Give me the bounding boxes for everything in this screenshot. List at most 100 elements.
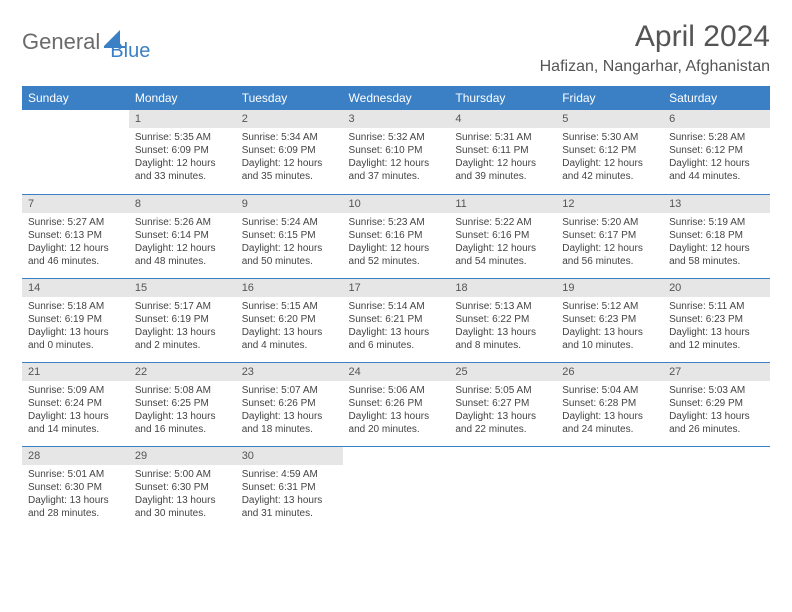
calendar-day-cell: 28Sunrise: 5:01 AMSunset: 6:30 PMDayligh… bbox=[22, 446, 129, 530]
weekday-header: Thursday bbox=[449, 86, 556, 110]
calendar-day-cell: 7Sunrise: 5:27 AMSunset: 6:13 PMDaylight… bbox=[22, 194, 129, 278]
day-data: Sunrise: 5:01 AMSunset: 6:30 PMDaylight:… bbox=[22, 465, 129, 524]
calendar-day-cell: 11Sunrise: 5:22 AMSunset: 6:16 PMDayligh… bbox=[449, 194, 556, 278]
calendar-day-cell: 8Sunrise: 5:26 AMSunset: 6:14 PMDaylight… bbox=[129, 194, 236, 278]
day-number: 6 bbox=[663, 110, 770, 128]
day-number: 13 bbox=[663, 195, 770, 213]
day-number: 14 bbox=[22, 279, 129, 297]
calendar-week-row: 1Sunrise: 5:35 AMSunset: 6:09 PMDaylight… bbox=[22, 110, 770, 194]
day-data: Sunrise: 5:12 AMSunset: 6:23 PMDaylight:… bbox=[556, 297, 663, 356]
calendar-day-cell: 16Sunrise: 5:15 AMSunset: 6:20 PMDayligh… bbox=[236, 278, 343, 362]
day-data: Sunrise: 5:31 AMSunset: 6:11 PMDaylight:… bbox=[449, 128, 556, 187]
calendar-day-cell: 5Sunrise: 5:30 AMSunset: 6:12 PMDaylight… bbox=[556, 110, 663, 194]
day-data: Sunrise: 5:30 AMSunset: 6:12 PMDaylight:… bbox=[556, 128, 663, 187]
logo-text-blue: Blue bbox=[110, 40, 150, 63]
day-data: Sunrise: 5:05 AMSunset: 6:27 PMDaylight:… bbox=[449, 381, 556, 440]
day-data: Sunrise: 5:20 AMSunset: 6:17 PMDaylight:… bbox=[556, 213, 663, 272]
calendar-day-cell: 17Sunrise: 5:14 AMSunset: 6:21 PMDayligh… bbox=[343, 278, 450, 362]
day-data: Sunrise: 5:03 AMSunset: 6:29 PMDaylight:… bbox=[663, 381, 770, 440]
day-number: 17 bbox=[343, 279, 450, 297]
day-number: 4 bbox=[449, 110, 556, 128]
calendar-day-cell: 18Sunrise: 5:13 AMSunset: 6:22 PMDayligh… bbox=[449, 278, 556, 362]
calendar-day-cell: 19Sunrise: 5:12 AMSunset: 6:23 PMDayligh… bbox=[556, 278, 663, 362]
day-number: 11 bbox=[449, 195, 556, 213]
day-number: 29 bbox=[129, 447, 236, 465]
day-data: Sunrise: 5:26 AMSunset: 6:14 PMDaylight:… bbox=[129, 213, 236, 272]
day-data: Sunrise: 5:00 AMSunset: 6:30 PMDaylight:… bbox=[129, 465, 236, 524]
day-number: 12 bbox=[556, 195, 663, 213]
day-data: Sunrise: 5:19 AMSunset: 6:18 PMDaylight:… bbox=[663, 213, 770, 272]
weekday-header: Sunday bbox=[22, 86, 129, 110]
day-data: Sunrise: 5:18 AMSunset: 6:19 PMDaylight:… bbox=[22, 297, 129, 356]
calendar-day-cell: 25Sunrise: 5:05 AMSunset: 6:27 PMDayligh… bbox=[449, 362, 556, 446]
weekday-header: Monday bbox=[129, 86, 236, 110]
calendar-day-cell: 9Sunrise: 5:24 AMSunset: 6:15 PMDaylight… bbox=[236, 194, 343, 278]
weekday-header: Friday bbox=[556, 86, 663, 110]
calendar-day-cell: 3Sunrise: 5:32 AMSunset: 6:10 PMDaylight… bbox=[343, 110, 450, 194]
calendar-day-cell: 26Sunrise: 5:04 AMSunset: 6:28 PMDayligh… bbox=[556, 362, 663, 446]
weekday-header: Saturday bbox=[663, 86, 770, 110]
day-number: 25 bbox=[449, 363, 556, 381]
day-number: 2 bbox=[236, 110, 343, 128]
day-data: Sunrise: 5:24 AMSunset: 6:15 PMDaylight:… bbox=[236, 213, 343, 272]
day-data: Sunrise: 5:06 AMSunset: 6:26 PMDaylight:… bbox=[343, 381, 450, 440]
calendar-day-cell: 10Sunrise: 5:23 AMSunset: 6:16 PMDayligh… bbox=[343, 194, 450, 278]
calendar-day-cell: 30Sunrise: 4:59 AMSunset: 6:31 PMDayligh… bbox=[236, 446, 343, 530]
title-block: April 2024 Hafizan, Nangarhar, Afghanist… bbox=[540, 20, 770, 76]
day-data: Sunrise: 5:15 AMSunset: 6:20 PMDaylight:… bbox=[236, 297, 343, 356]
logo-text-general: General bbox=[22, 29, 100, 55]
day-data: Sunrise: 5:04 AMSunset: 6:28 PMDaylight:… bbox=[556, 381, 663, 440]
day-number: 21 bbox=[22, 363, 129, 381]
day-data: Sunrise: 5:35 AMSunset: 6:09 PMDaylight:… bbox=[129, 128, 236, 187]
day-data: Sunrise: 5:23 AMSunset: 6:16 PMDaylight:… bbox=[343, 213, 450, 272]
day-number: 28 bbox=[22, 447, 129, 465]
calendar-week-row: 7Sunrise: 5:27 AMSunset: 6:13 PMDaylight… bbox=[22, 194, 770, 278]
weekday-header: Tuesday bbox=[236, 86, 343, 110]
day-number: 1 bbox=[129, 110, 236, 128]
calendar-week-row: 14Sunrise: 5:18 AMSunset: 6:19 PMDayligh… bbox=[22, 278, 770, 362]
calendar-day-cell: 22Sunrise: 5:08 AMSunset: 6:25 PMDayligh… bbox=[129, 362, 236, 446]
calendar-day-cell bbox=[556, 446, 663, 530]
day-data: Sunrise: 5:34 AMSunset: 6:09 PMDaylight:… bbox=[236, 128, 343, 187]
day-data: Sunrise: 5:08 AMSunset: 6:25 PMDaylight:… bbox=[129, 381, 236, 440]
month-title: April 2024 bbox=[540, 20, 770, 54]
day-data: Sunrise: 5:32 AMSunset: 6:10 PMDaylight:… bbox=[343, 128, 450, 187]
day-number: 27 bbox=[663, 363, 770, 381]
day-number: 5 bbox=[556, 110, 663, 128]
calendar-day-cell bbox=[22, 110, 129, 194]
weekday-header: Wednesday bbox=[343, 86, 450, 110]
calendar-week-row: 21Sunrise: 5:09 AMSunset: 6:24 PMDayligh… bbox=[22, 362, 770, 446]
day-number: 16 bbox=[236, 279, 343, 297]
calendar-day-cell bbox=[343, 446, 450, 530]
day-number: 9 bbox=[236, 195, 343, 213]
day-number: 20 bbox=[663, 279, 770, 297]
calendar-day-cell: 23Sunrise: 5:07 AMSunset: 6:26 PMDayligh… bbox=[236, 362, 343, 446]
day-data: Sunrise: 5:28 AMSunset: 6:12 PMDaylight:… bbox=[663, 128, 770, 187]
calendar-day-cell: 15Sunrise: 5:17 AMSunset: 6:19 PMDayligh… bbox=[129, 278, 236, 362]
day-number: 23 bbox=[236, 363, 343, 381]
calendar-day-cell: 29Sunrise: 5:00 AMSunset: 6:30 PMDayligh… bbox=[129, 446, 236, 530]
calendar-day-cell: 20Sunrise: 5:11 AMSunset: 6:23 PMDayligh… bbox=[663, 278, 770, 362]
calendar-day-cell bbox=[449, 446, 556, 530]
day-number: 7 bbox=[22, 195, 129, 213]
day-number: 3 bbox=[343, 110, 450, 128]
day-data: Sunrise: 5:14 AMSunset: 6:21 PMDaylight:… bbox=[343, 297, 450, 356]
day-number: 15 bbox=[129, 279, 236, 297]
weekday-header-row: Sunday Monday Tuesday Wednesday Thursday… bbox=[22, 86, 770, 110]
day-number: 30 bbox=[236, 447, 343, 465]
calendar-day-cell bbox=[663, 446, 770, 530]
day-data: Sunrise: 5:11 AMSunset: 6:23 PMDaylight:… bbox=[663, 297, 770, 356]
day-data: Sunrise: 5:09 AMSunset: 6:24 PMDaylight:… bbox=[22, 381, 129, 440]
calendar-day-cell: 1Sunrise: 5:35 AMSunset: 6:09 PMDaylight… bbox=[129, 110, 236, 194]
day-data: Sunrise: 5:27 AMSunset: 6:13 PMDaylight:… bbox=[22, 213, 129, 272]
calendar-day-cell: 24Sunrise: 5:06 AMSunset: 6:26 PMDayligh… bbox=[343, 362, 450, 446]
day-data: Sunrise: 5:17 AMSunset: 6:19 PMDaylight:… bbox=[129, 297, 236, 356]
location: Hafizan, Nangarhar, Afghanistan bbox=[540, 58, 770, 76]
logo: General Blue bbox=[22, 20, 150, 63]
calendar-week-row: 28Sunrise: 5:01 AMSunset: 6:30 PMDayligh… bbox=[22, 446, 770, 530]
day-data: Sunrise: 5:22 AMSunset: 6:16 PMDaylight:… bbox=[449, 213, 556, 272]
calendar-day-cell: 27Sunrise: 5:03 AMSunset: 6:29 PMDayligh… bbox=[663, 362, 770, 446]
day-number: 19 bbox=[556, 279, 663, 297]
day-data: Sunrise: 5:13 AMSunset: 6:22 PMDaylight:… bbox=[449, 297, 556, 356]
calendar-day-cell: 4Sunrise: 5:31 AMSunset: 6:11 PMDaylight… bbox=[449, 110, 556, 194]
